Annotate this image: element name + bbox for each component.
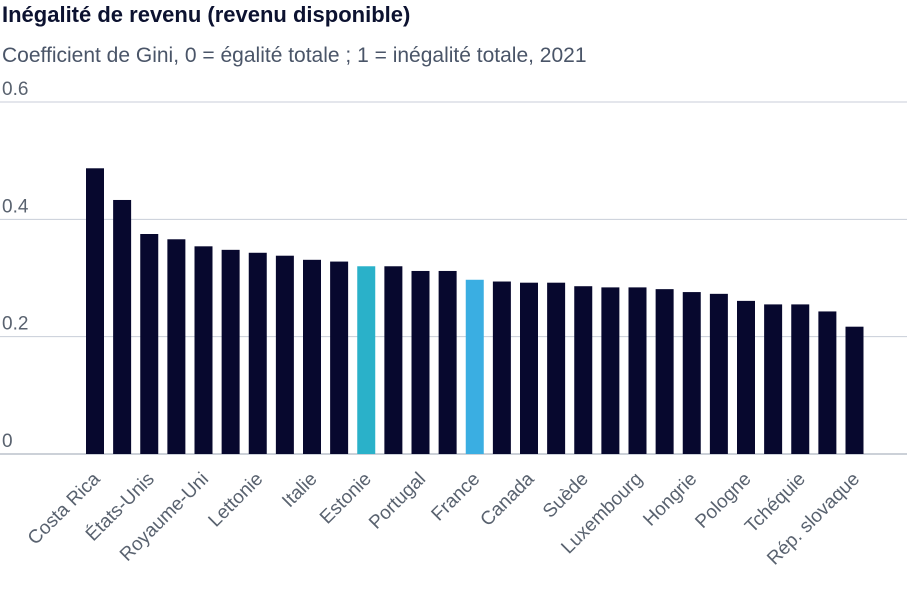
- chart-title: Inégalité de revenu (revenu disponible): [2, 2, 411, 27]
- bar: [682, 292, 701, 454]
- bar: [113, 199, 132, 454]
- bar: [520, 282, 538, 454]
- y-tick-label: 0.4: [2, 196, 29, 217]
- category-label: Rép. slovaque: [763, 469, 864, 570]
- bars: [86, 168, 864, 454]
- bar: [601, 287, 620, 454]
- bar: [167, 239, 186, 454]
- bar: [194, 246, 213, 454]
- bar: [655, 289, 674, 454]
- bar: [791, 304, 810, 454]
- category-label: Lettonie: [205, 469, 268, 532]
- bar: [818, 311, 837, 454]
- category-label: Portugal: [365, 469, 430, 534]
- bar: [492, 281, 511, 454]
- category-label: Hongrie: [639, 469, 701, 531]
- category-label: Canada: [477, 468, 539, 530]
- bar: [221, 249, 240, 454]
- bar: [411, 270, 430, 454]
- category-label: Italie: [278, 469, 321, 512]
- category-label: Suède: [539, 469, 593, 523]
- chart-subtitle: Coefficient de Gini, 0 = égalité totale …: [2, 44, 587, 67]
- bar: [303, 259, 321, 454]
- bar: [248, 252, 267, 454]
- bar: [547, 282, 566, 454]
- y-tick-label: 0.2: [2, 314, 28, 335]
- bar: [384, 266, 403, 454]
- category-label: France: [428, 469, 485, 526]
- bar: [764, 304, 783, 454]
- bar: [275, 255, 294, 454]
- bar: [574, 286, 593, 454]
- bar: [86, 168, 104, 454]
- y-tick-label: 0.6: [2, 79, 28, 100]
- bar: [709, 293, 728, 454]
- bar: [737, 300, 755, 454]
- bar: [438, 270, 457, 454]
- bar: [330, 261, 349, 454]
- bar: [628, 287, 647, 454]
- bar: [140, 234, 159, 454]
- y-tick-labels: 0 0.2 0.4 0.6: [2, 79, 29, 452]
- bar: [465, 279, 484, 454]
- bar: [845, 326, 864, 454]
- y-tick-label: 0: [2, 431, 13, 452]
- bar: [357, 266, 376, 454]
